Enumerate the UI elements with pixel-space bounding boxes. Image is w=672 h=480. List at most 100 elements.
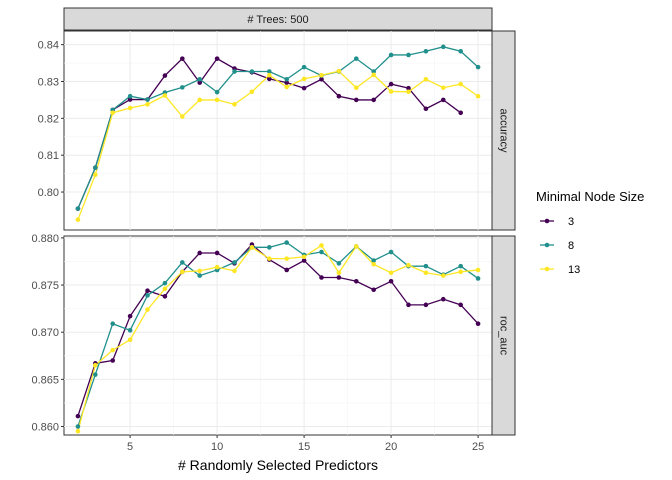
accuracy-side-strip-label: accuracy [498,108,510,153]
series-line-13 [77,70,479,220]
y-tick-label: 0.84 [38,40,59,52]
data-point [423,270,429,276]
x-tick-label: 25 [472,441,484,453]
data-point [267,72,272,78]
data-point [232,102,237,107]
y-tick-label: 0.82 [38,113,59,125]
legend-key-point [544,218,550,224]
data-point [284,256,289,261]
data-point [232,69,237,74]
data-point [301,254,307,260]
series-line-3 [77,243,479,417]
data-point [197,250,203,256]
data-point [475,267,481,273]
data-point [284,84,289,90]
data-point [336,275,342,280]
data-point [284,80,289,85]
data-point [371,97,376,103]
series-line-13 [77,244,479,432]
data-point [353,97,359,103]
data-point [110,347,116,353]
data-point [423,76,429,82]
data-point [93,372,98,377]
data-point [145,288,150,294]
data-point [406,89,411,95]
y-tick-label: 0.860 [31,422,59,434]
data-point [440,273,446,278]
y-tick-label: 0.875 [31,280,59,292]
data-point [423,302,429,308]
data-point [214,97,220,103]
x-tick-label: 10 [211,441,223,453]
data-point [388,52,394,58]
data-point [75,217,81,222]
data-point [353,278,359,284]
data-point [110,358,116,363]
data-point [423,263,429,269]
data-point [475,93,481,99]
data-point [319,275,324,280]
data-point [458,263,463,269]
data-point [406,85,411,91]
data-point [353,85,359,91]
y-tick-label: 0.880 [31,233,59,245]
data-point [127,93,133,99]
roc-auc-side-strip-label: roc_auc [498,316,510,356]
data-point [145,97,150,102]
data-point [145,293,150,298]
accuracy-panel-border [63,30,493,231]
data-point [301,85,307,91]
data-point [319,76,324,82]
series-line-8 [77,46,479,209]
data-point [162,73,168,78]
data-point [197,268,203,274]
data-point [406,52,411,58]
data-point [127,328,133,333]
data-point [336,93,342,99]
data-point [214,89,220,95]
data-point [406,302,411,308]
legend-key-point [544,266,550,272]
data-point [267,76,272,82]
data-point [371,69,376,74]
data-point [162,286,168,292]
data-point [145,307,150,312]
data-point [440,97,446,103]
data-point [145,102,150,107]
data-point [336,270,342,276]
data-point [284,240,289,245]
data-point [458,269,463,275]
roc-auc-panel-border [63,235,493,436]
data-point [440,296,446,302]
data-point [475,276,481,281]
data-point [180,56,185,61]
top-facet-strip [63,7,493,31]
data-point [353,56,359,61]
data-point [301,76,307,82]
data-point [423,48,429,54]
y-tick-label: 0.870 [31,327,59,339]
top-facet-strip-label: # Trees: 500 [247,14,308,26]
data-point [93,362,98,368]
data-point [75,413,81,419]
data-point [249,89,255,95]
data-point [93,165,98,171]
data-point [214,264,220,270]
data-point [127,97,133,102]
data-point [75,428,81,434]
data-point [388,89,394,94]
legend-entry-8: 8 [540,240,574,252]
data-point [162,294,168,299]
data-point [440,85,446,91]
accuracy-side-strip [491,30,516,231]
data-point [267,69,272,74]
legend-label: 8 [568,240,574,252]
data-point [214,250,220,256]
data-point [406,262,411,268]
data-point [232,260,237,265]
data-point [75,206,81,211]
x-axis-title: # Randomly Selected Predictors [178,457,378,473]
x-tick-label: 5 [127,441,133,453]
legend-entry-13: 13 [540,264,580,276]
